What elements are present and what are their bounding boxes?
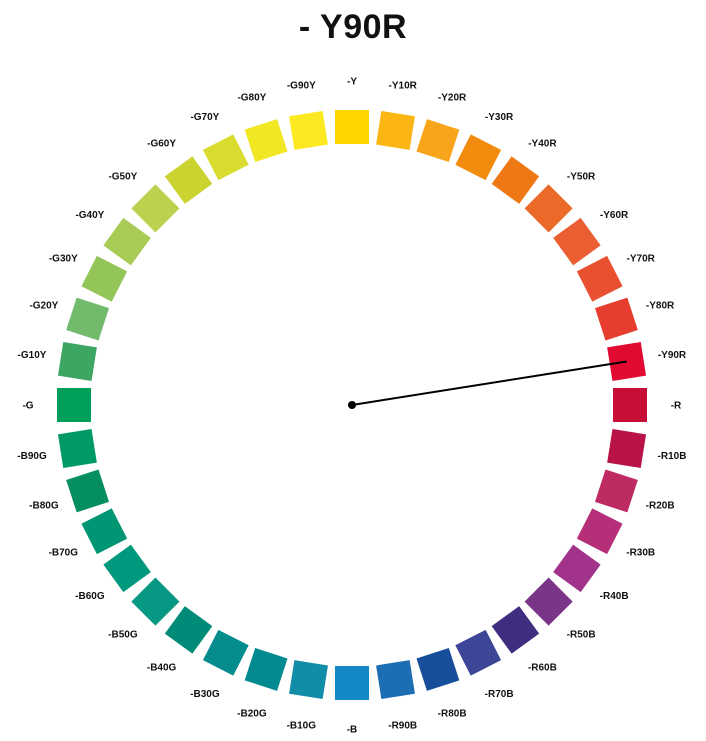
hue-swatch xyxy=(524,184,573,233)
hue-label: -Y20R xyxy=(438,92,467,103)
hue-label: -B80G xyxy=(29,501,59,512)
hue-swatch xyxy=(607,429,647,468)
hue-swatch xyxy=(524,577,573,626)
hue-label: -R70B xyxy=(485,689,514,700)
hue-swatch xyxy=(553,544,601,593)
hue-swatch xyxy=(66,297,110,341)
hue-swatch xyxy=(66,469,110,513)
hue-swatch xyxy=(491,156,540,204)
hue-swatch xyxy=(57,429,97,468)
hue-pointer xyxy=(351,360,627,406)
hue-label: -Y40R xyxy=(528,138,557,149)
hue-label: -Y xyxy=(347,77,357,88)
hue-label: -Y80R xyxy=(646,300,675,311)
hue-label: -B90G xyxy=(17,451,47,462)
hue-label: -Y50R xyxy=(567,171,596,182)
hue-swatch xyxy=(576,255,623,302)
hue-label: -B30G xyxy=(190,689,220,700)
hue-label: -G xyxy=(22,401,33,412)
hue-swatch xyxy=(491,606,540,654)
hue-swatch xyxy=(376,110,415,150)
hue-label: -G60Y xyxy=(147,138,176,149)
hue-swatch xyxy=(164,156,213,204)
swatch-group xyxy=(57,110,647,700)
hue-label: -B20G xyxy=(237,709,267,720)
hue-swatch xyxy=(164,606,213,654)
hue-swatch xyxy=(416,119,460,163)
hue-label: -R xyxy=(671,401,682,412)
hue-swatch xyxy=(244,119,288,163)
hue-label: -G30Y xyxy=(49,253,78,264)
hue-swatch xyxy=(455,134,502,181)
hue-label: -B60G xyxy=(75,591,105,602)
hue-swatch xyxy=(335,110,369,144)
hue-label: -G50Y xyxy=(108,171,137,182)
hue-swatch xyxy=(202,134,249,181)
hue-label: -B70G xyxy=(49,548,79,559)
hue-swatch xyxy=(594,297,638,341)
hue-swatch xyxy=(81,255,128,302)
hue-label: -Y60R xyxy=(600,210,629,221)
hue-label: -G70Y xyxy=(190,112,219,123)
hue-swatch xyxy=(244,647,288,691)
hue-label: -R60B xyxy=(528,663,557,674)
hue-label: -R50B xyxy=(567,630,596,641)
hue-swatch xyxy=(202,629,249,676)
hue-swatch xyxy=(57,342,97,381)
hue-swatch xyxy=(289,110,328,150)
hue-label: -Y90R xyxy=(658,350,687,361)
label-group: -Y -Y10R -Y20R -Y30R -Y40R -Y50R -Y60R -Y70R -Y8… xyxy=(17,77,687,736)
hue-swatch xyxy=(576,508,623,555)
hue-swatch xyxy=(613,388,647,422)
hue-swatch xyxy=(103,544,151,593)
hue-swatch xyxy=(455,629,502,676)
hue-label: -R10B xyxy=(658,451,687,462)
hue-swatch xyxy=(335,666,369,700)
pointer-pivot xyxy=(348,401,356,409)
hue-label: -G10Y xyxy=(18,350,47,361)
hue-swatch xyxy=(553,217,601,266)
hue-swatch xyxy=(103,217,151,266)
hue-label: -B xyxy=(347,725,358,736)
hue-label: -Y10R xyxy=(389,81,418,92)
hue-swatch xyxy=(289,660,328,700)
hue-label: -G90Y xyxy=(287,81,316,92)
hue-label: -G20Y xyxy=(29,300,58,311)
hue-label: -B50G xyxy=(108,630,138,641)
page-title: - Y90R xyxy=(298,8,408,46)
hue-label: -R20B xyxy=(646,501,675,512)
hue-label: -Y30R xyxy=(485,112,514,123)
hue-label: -G80Y xyxy=(237,92,266,103)
hue-label: -B10G xyxy=(287,721,317,732)
hue-label: -R90B xyxy=(388,721,417,732)
hue-label: -R40B xyxy=(600,591,629,602)
hue-swatch xyxy=(81,508,128,555)
hue-swatch xyxy=(416,647,460,691)
hue-swatch xyxy=(131,184,180,233)
hue-swatch xyxy=(57,388,91,422)
hue-label: -R30B xyxy=(626,548,655,559)
hue-swatch xyxy=(594,469,638,513)
hue-label: -G40Y xyxy=(75,210,104,221)
hue-label: -B40G xyxy=(147,663,177,674)
hue-swatch xyxy=(376,660,415,700)
hue-label: -Y70R xyxy=(627,253,656,264)
hue-label: -R80B xyxy=(438,709,467,720)
hue-swatch xyxy=(131,577,180,626)
